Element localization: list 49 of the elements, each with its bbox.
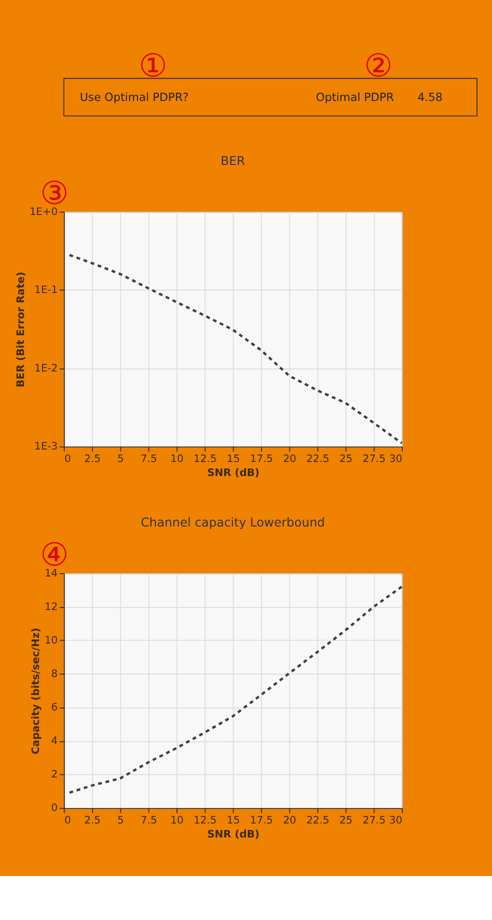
x-tick-label: 7.5 — [140, 452, 158, 465]
x-tick-label: 30 — [389, 814, 402, 826]
x-tick-label: 27.5 — [362, 814, 386, 826]
x-tick-label: 5 — [117, 452, 124, 465]
chart-title: BER — [220, 154, 246, 168]
x-axis-title: SNR (dB) — [207, 828, 260, 841]
y-axis-title: BER (Bit Error Rate) — [14, 272, 27, 388]
x-tick-label: 10 — [170, 814, 184, 826]
x-tick-label: 22.5 — [306, 452, 330, 465]
x-tick-label: 12.5 — [194, 814, 217, 826]
x-tick-label: 2.5 — [84, 814, 101, 826]
x-tick-label: 25 — [339, 814, 353, 826]
y-tick-label: 0 — [51, 802, 58, 814]
y-tick-label: 1E-1 — [34, 284, 58, 296]
y-tick-label: 4 — [51, 735, 58, 748]
x-tick-label: 10 — [170, 452, 184, 465]
chart-title: Channel capacity Lowerbound — [140, 515, 325, 530]
y-tick-label: 1E+0 — [29, 206, 58, 218]
y-tick-label: 6 — [51, 702, 58, 714]
text: ① — [138, 46, 168, 85]
x-tick-label: 15 — [226, 452, 240, 465]
x-tick-label: 30 — [389, 452, 402, 465]
text: ② — [364, 46, 393, 85]
x-tick-label: 20 — [283, 814, 296, 826]
y-tick-label: 1E-2 — [34, 362, 58, 374]
y-axis-title: Capacity (bits/sec/Hz) — [30, 628, 42, 754]
x-tick-label: 25 — [339, 452, 353, 465]
x-tick-label: 15 — [226, 814, 240, 826]
x-axis-title: SNR (dB) — [207, 467, 260, 480]
x-tick-label: 5 — [117, 814, 124, 826]
y-tick-label: 2 — [51, 768, 58, 781]
text: Use Optimal PDPR? — [80, 90, 189, 104]
text: 4.58 — [418, 90, 443, 104]
x-tick-label: 20 — [283, 452, 296, 465]
y-tick-label: 1E-3 — [34, 440, 58, 453]
y-tick-label: 14 — [44, 567, 58, 580]
x-tick-label: 2.5 — [84, 452, 101, 465]
x-tick-label: 0 — [64, 814, 71, 826]
x-tick-label: 17.5 — [250, 814, 273, 826]
x-tick-label: 27.5 — [362, 452, 386, 465]
x-tick-label: 0 — [64, 452, 71, 465]
x-tick-label: 17.5 — [250, 452, 273, 465]
y-tick-label: 12 — [44, 601, 58, 614]
y-tick-label: 8 — [51, 668, 58, 680]
x-tick-label: 12.5 — [194, 452, 217, 465]
y-tick-label: 10 — [44, 634, 58, 647]
x-tick-label: 22.5 — [306, 814, 330, 826]
x-tick-label: 7.5 — [140, 814, 158, 826]
text: Optimal PDPR — [316, 90, 394, 104]
